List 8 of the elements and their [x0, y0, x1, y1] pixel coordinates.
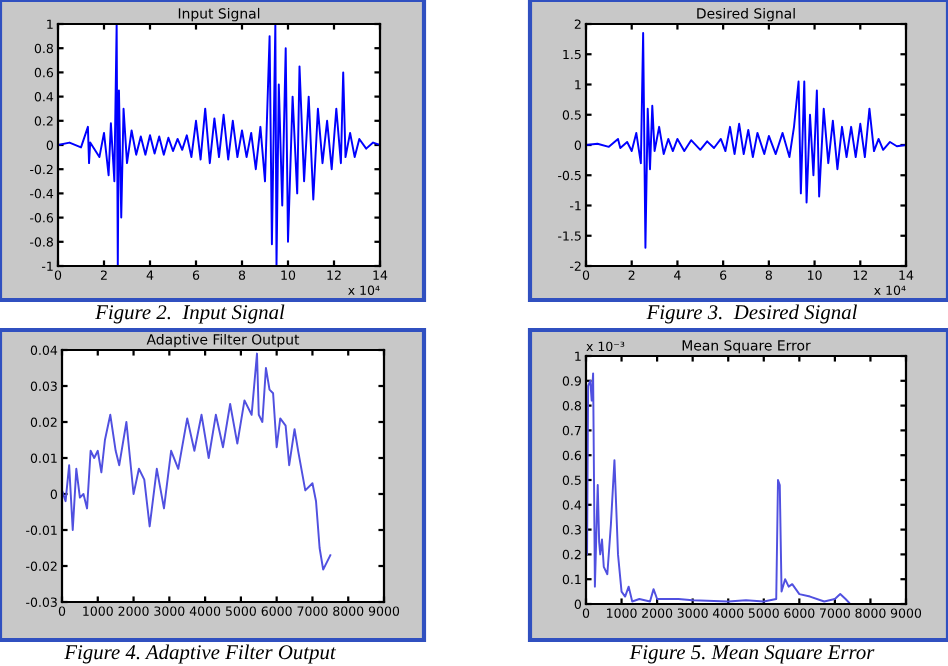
line-series — [586, 372, 851, 604]
caption: Figure 5. Mean Square Error — [629, 645, 875, 664]
caption: Figure 4. Adaptive Filter Output — [64, 644, 337, 664]
line-series — [586, 32, 906, 249]
line-series — [58, 24, 380, 266]
caption: Figure 3. Desired Signal — [646, 304, 857, 324]
line-series — [62, 352, 332, 571]
caption: Figure 2. Input Signal — [95, 304, 285, 324]
